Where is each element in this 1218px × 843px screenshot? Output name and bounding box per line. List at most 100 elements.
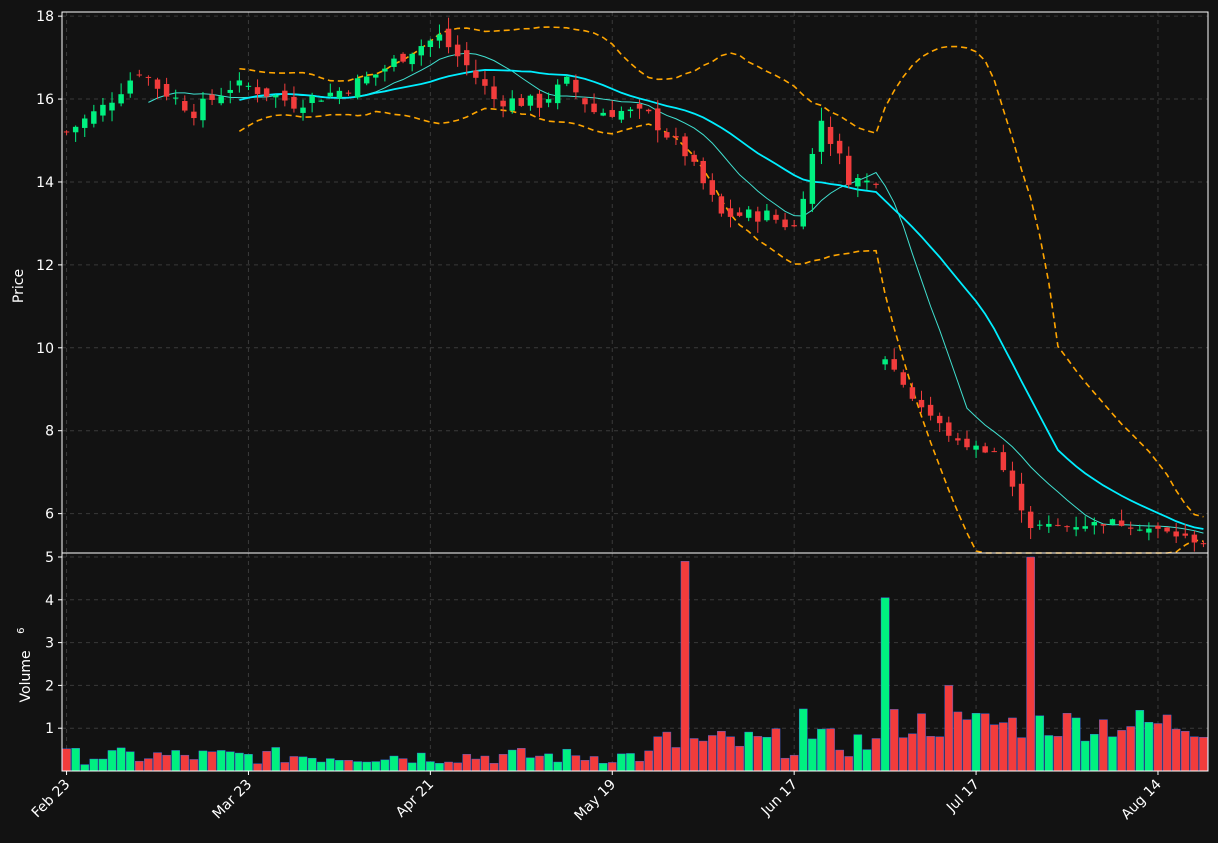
volume-bar xyxy=(753,736,763,772)
candle-body xyxy=(500,100,506,107)
candle-body xyxy=(400,53,406,62)
volume-bar xyxy=(398,758,408,772)
candle-body xyxy=(482,79,488,86)
candle-body xyxy=(491,86,497,100)
candle-body xyxy=(1127,527,1134,529)
volume-bar xyxy=(389,755,399,772)
candle-body xyxy=(200,98,206,121)
volume-bar xyxy=(262,751,271,772)
candle-body xyxy=(418,46,424,56)
volume-bar xyxy=(635,760,644,772)
volume-bar xyxy=(89,758,99,772)
candle-body xyxy=(1118,520,1125,526)
volume-bar xyxy=(407,762,417,772)
volume-bar xyxy=(1053,736,1063,772)
candle-body xyxy=(309,95,315,104)
candle-body xyxy=(991,451,997,453)
volume-bar xyxy=(817,728,826,772)
volume-bar xyxy=(999,722,1008,772)
volume-bar xyxy=(1035,715,1045,772)
volume-bar xyxy=(607,762,617,772)
candle-body xyxy=(973,445,979,450)
volume-bar xyxy=(453,762,462,772)
candle-body xyxy=(982,446,988,453)
volume-panel-frame xyxy=(61,552,1209,772)
volume-axis-label-exponent: 6 xyxy=(16,628,27,634)
candle-body xyxy=(655,108,661,131)
candle-body xyxy=(909,387,916,399)
volume-bar xyxy=(1108,736,1117,772)
volume-bar xyxy=(744,731,753,772)
volume-bars xyxy=(62,556,1208,772)
volume-bar xyxy=(253,763,262,772)
candle-body xyxy=(1064,526,1070,528)
candle-body xyxy=(818,120,825,152)
candle-body xyxy=(1173,531,1179,537)
volume-bar xyxy=(653,736,663,772)
candle-body xyxy=(1091,521,1098,526)
candle-body xyxy=(1146,528,1152,533)
volume-bar xyxy=(917,713,926,772)
volume-bar xyxy=(589,756,599,772)
candle-body xyxy=(864,180,870,183)
candle-body xyxy=(63,131,70,133)
volume-bar xyxy=(471,758,481,772)
candle-body xyxy=(236,80,243,86)
candle-body xyxy=(773,214,779,220)
candle-body xyxy=(800,198,806,227)
volume-bar xyxy=(644,750,653,772)
candle-body xyxy=(745,209,752,218)
candle-body xyxy=(591,103,597,113)
volume-bar xyxy=(626,753,635,772)
volume-bar xyxy=(125,751,135,772)
candle-body xyxy=(682,136,688,157)
candle-body xyxy=(1182,533,1188,536)
candle-body xyxy=(427,40,434,48)
candle-body xyxy=(918,399,925,408)
candle-body xyxy=(1027,511,1034,529)
candle-body xyxy=(709,180,716,195)
candlesticks xyxy=(63,17,1207,552)
volume-bar xyxy=(698,740,708,772)
volume-bar xyxy=(480,755,490,772)
volume-bar xyxy=(708,735,717,772)
candle-body xyxy=(900,372,907,385)
candle-body xyxy=(936,415,943,424)
candle-body xyxy=(436,34,443,41)
volume-bar xyxy=(144,758,153,772)
candle-body xyxy=(827,126,834,144)
volume-bar xyxy=(971,713,981,772)
volume-bar xyxy=(908,733,917,772)
volume-bar xyxy=(844,756,854,772)
candle-body xyxy=(736,212,743,216)
candle-body xyxy=(609,110,615,117)
volume-bar xyxy=(98,758,108,772)
volume-bar xyxy=(935,736,944,772)
volume-bar xyxy=(216,750,226,772)
candle-body xyxy=(618,110,625,120)
candle-body xyxy=(664,132,670,138)
candle-body xyxy=(636,103,643,109)
price-axis-label: Price xyxy=(11,269,27,303)
candle-body xyxy=(282,90,288,101)
candle-body xyxy=(782,219,788,228)
candle-body xyxy=(846,155,852,185)
candle-body xyxy=(154,79,161,89)
volume-bar xyxy=(235,752,244,772)
volume-bar xyxy=(1162,714,1172,772)
volume-bar xyxy=(889,709,899,772)
candle-body xyxy=(1055,524,1061,526)
volume-bar xyxy=(1180,730,1190,772)
volume-bar xyxy=(1080,740,1090,772)
candle-body xyxy=(700,160,706,184)
volume-bar xyxy=(1071,717,1081,772)
volume-bar xyxy=(1090,733,1099,772)
volume-tick-label: 2 xyxy=(45,678,54,694)
candle-body xyxy=(145,76,152,78)
upper-band-line xyxy=(239,26,1204,518)
panel-frames xyxy=(61,11,1209,772)
volume-bar xyxy=(280,762,290,772)
candle-body xyxy=(182,100,188,111)
